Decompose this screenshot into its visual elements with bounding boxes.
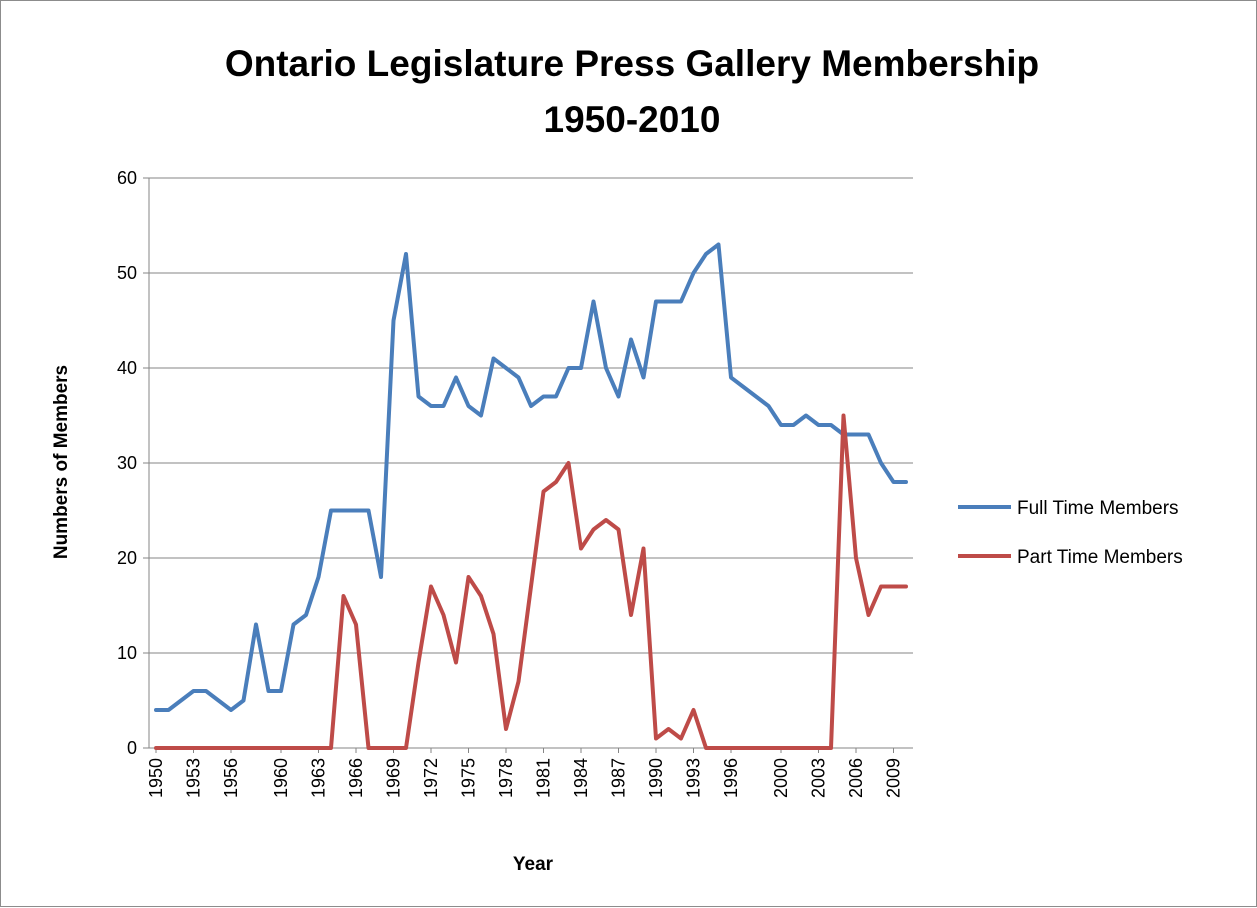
chart-title-line-2: 1950-2010 [544,99,721,140]
series-lines [154,242,908,750]
legend-label: Full Time Members [1017,498,1179,519]
x-tick-label: 1987 [609,758,629,798]
gridlines [149,177,913,654]
y-tick-label: 10 [117,643,137,663]
x-tick-label: 1984 [571,758,591,798]
legend-label: Part Time Members [1017,547,1183,568]
x-tick-label: 1953 [184,758,204,798]
x-tick-label: 1978 [496,758,516,798]
x-tick-label: 2009 [884,758,904,798]
y-tick-labels: 0 10 20 30 40 50 60 [117,168,137,758]
x-tick-label: 2003 [809,758,829,798]
series-line-part-time [154,413,908,750]
x-tick-label: 2000 [771,758,791,798]
y-axis-label: Numbers of Members [51,365,72,559]
x-tick-label: 1956 [221,758,241,798]
axes [143,177,913,753]
legend-item-full-time: Full Time Members [958,498,1179,519]
x-tick-label: 1960 [271,758,291,798]
chart-title-line-1: Ontario Legislature Press Gallery Member… [225,43,1039,84]
x-tick-label: 1981 [534,758,554,798]
x-tick-label: 1950 [146,758,166,798]
y-tick-label: 60 [117,168,137,188]
x-axis-label: Year [513,854,554,875]
legend-item-part-time: Part Time Members [958,547,1183,568]
y-tick-label: 50 [117,263,137,283]
x-tick-label: 1993 [684,758,704,798]
x-tick-label: 1969 [384,758,404,798]
legend: Full Time Members Part Time Members [958,498,1183,568]
y-tick-label: 0 [127,738,137,758]
x-tick-label: 1963 [309,758,329,798]
x-tick-label: 1996 [721,758,741,798]
x-tick-labels: 1950 1953 1956 1960 1963 1966 1969 1972 1975 1978… [146,758,904,798]
y-tick-label: 40 [117,358,137,378]
x-tick-label: 1990 [646,758,666,798]
y-tick-label: 30 [117,453,137,473]
x-tick-label: 1975 [459,758,479,798]
chart-title: Ontario Legislature Press Gallery Member… [225,43,1039,140]
x-tick-label: 2006 [846,758,866,798]
x-tick-label: 1966 [346,758,366,798]
y-tick-label: 20 [117,548,137,568]
series-line-full-time [154,242,908,712]
x-tick-label: 1972 [421,758,441,798]
